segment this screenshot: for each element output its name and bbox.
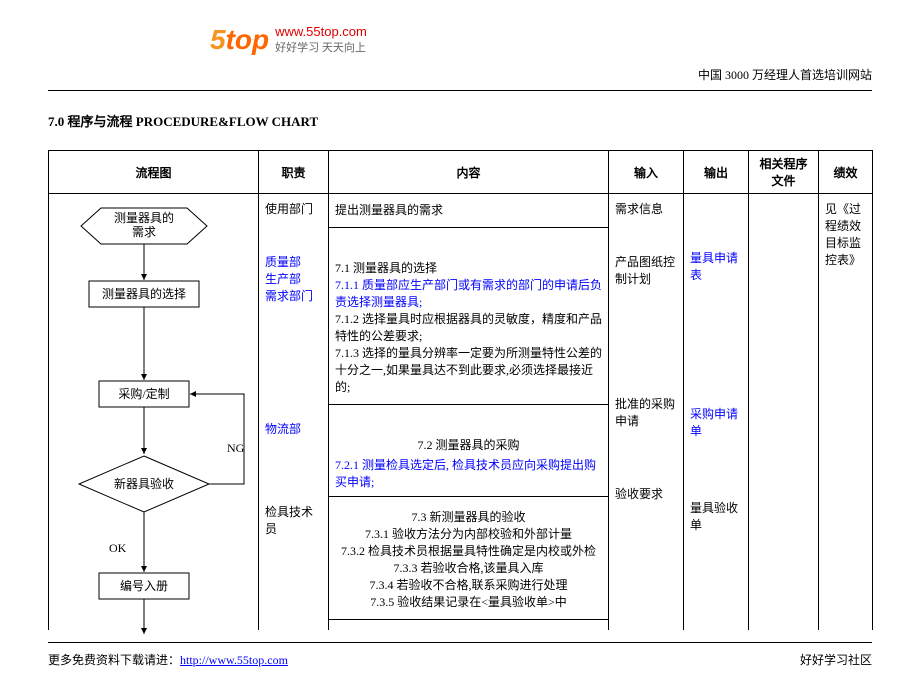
svg-text:编号入册: 编号入册 <box>120 578 168 593</box>
in-approved: 批准的采购申请 <box>615 392 677 432</box>
table-body-row: 测量器具的 需求 测量器具的选择 采购/定制 新器具验收 <box>49 194 873 631</box>
table-header-row: 流程图 职责 内容 输入 输出 相关程序文件 绩效 <box>49 151 873 194</box>
role-quality: 质量部 生产部 需求部门 <box>265 250 322 307</box>
col-role-header: 职责 <box>259 151 329 194</box>
out-apply: 量具申请表 <box>690 246 742 286</box>
svg-text:NG: NG <box>227 441 245 455</box>
footer-right: 好好学习社区 <box>800 651 872 668</box>
out-purchase: 采购申请单 <box>690 402 742 442</box>
svg-text:OK: OK <box>109 541 127 555</box>
svg-text:新器具验收: 新器具验收 <box>114 476 174 491</box>
in-drawing: 产品图纸控制计划 <box>615 250 677 290</box>
svg-text:需求: 需求 <box>132 225 156 239</box>
svg-text:测量器具的选择: 测量器具的选择 <box>102 286 186 301</box>
document-page: 5top www.55top.com 好好学习 天天向上 中国 3000 万经理… <box>0 0 920 683</box>
role-cell: 使用部门 质量部 生产部 需求部门 物流部 检具技术员 <box>259 194 329 631</box>
logo-slogan: 好好学习 天天向上 <box>275 42 366 54</box>
footer-left: 更多免费资料下载请进：http://www.55top.com <box>48 651 288 668</box>
perf-cell: 见《过程绩效目标监控表》 <box>819 194 873 631</box>
flowchart-cell: 测量器具的 需求 测量器具的选择 采购/定制 新器具验收 <box>49 194 259 631</box>
svg-text:采购/定制: 采购/定制 <box>118 386 169 401</box>
content-71: 7.1 测量器具的选择 7.1.1 质量部应生产部门或有需求的部门的申请后负责选… <box>335 256 602 398</box>
output-cell: 量具申请表 采购申请单 量具验收单 <box>684 194 749 631</box>
section-title: 7.0 程序与流程 PROCEDURE&FLOW CHART <box>48 111 872 130</box>
logo-area: 5top www.55top.com 好好学习 天天向上 <box>210 24 367 56</box>
svg-text:测量器具的: 测量器具的 <box>114 210 174 225</box>
content-need: 提出测量器具的需求 <box>335 198 602 221</box>
doc-cell <box>749 194 819 631</box>
footer: 更多免费资料下载请进：http://www.55top.com 好好学习社区 <box>48 651 872 668</box>
logo-url: www.55top.com <box>275 24 367 39</box>
role-technician: 检具技术员 <box>265 500 322 540</box>
footer-link[interactable]: http://www.55top.com <box>180 653 288 667</box>
col-in-header: 输入 <box>609 151 684 194</box>
divider <box>48 90 872 91</box>
role-user-dept: 使用部门 <box>265 198 322 220</box>
logo-icon: 5top <box>210 24 269 56</box>
input-cell: 需求信息 产品图纸控制计划 批准的采购申请 验收要求 <box>609 194 684 631</box>
col-content-header: 内容 <box>329 151 609 194</box>
header-subtitle: 中国 3000 万经理人首选培训网站 <box>698 66 872 83</box>
col-perf-header: 绩效 <box>819 151 873 194</box>
col-doc-header: 相关程序文件 <box>749 151 819 194</box>
procedure-table: 流程图 职责 内容 输入 输出 相关程序文件 绩效 测量器具的 需求 <box>48 150 872 630</box>
in-need: 需求信息 <box>615 198 677 220</box>
col-out-header: 输出 <box>684 151 749 194</box>
content-cell: 提出测量器具的需求 7.1 测量器具的选择 7.1.1 质量部应生产部门或有需求… <box>329 194 609 631</box>
in-reqs: 验收要求 <box>615 482 677 505</box>
content-73: 7.3 新测量器具的验收 7.3.1 验收方法分为内部校验和外部计量 7.3.2… <box>335 505 602 613</box>
perf-text: 见《过程绩效目标监控表》 <box>825 198 866 271</box>
content-721: 7.2.1 测量检具选定后, 检具技术员应向采购提出购买申请; <box>335 456 602 490</box>
out-accept: 量具验收单 <box>690 496 742 536</box>
content-72: 7.2 测量器具的采购 <box>335 433 602 456</box>
flowchart-svg: 测量器具的 需求 测量器具的选择 采购/定制 新器具验收 <box>49 194 257 634</box>
footer-divider <box>48 642 872 643</box>
logo-text: www.55top.com 好好学习 天天向上 <box>275 24 367 55</box>
role-logistics: 物流部 <box>265 417 322 440</box>
col-flow-header: 流程图 <box>49 151 259 194</box>
